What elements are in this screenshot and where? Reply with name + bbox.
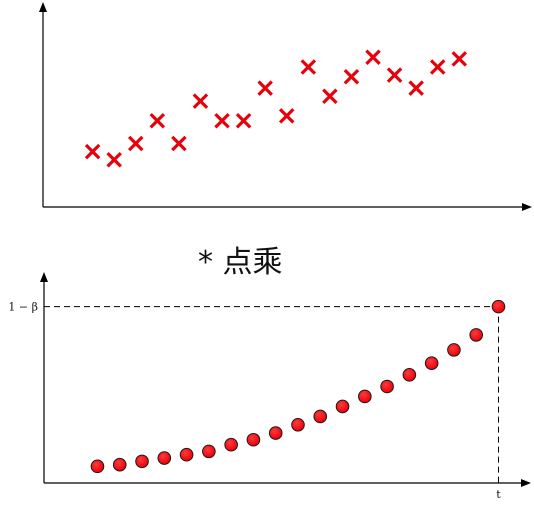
- data-point-circle: [246, 432, 261, 447]
- bottom-y-axis-arrow: [40, 272, 48, 282]
- operator-label: * 点乘: [198, 245, 283, 280]
- data-point-circle: [380, 379, 394, 394]
- bottom-chart: 1 − β t: [8, 272, 531, 501]
- bottom-points: [90, 299, 506, 474]
- data-point-x-marker: [171, 135, 187, 152]
- data-point-circle: [424, 356, 439, 370]
- data-point-circle: [179, 447, 194, 462]
- data-point-circle: [157, 451, 172, 465]
- data-point-circle: [291, 417, 305, 432]
- data-point-x-marker: [343, 68, 360, 85]
- data-point-circle: [313, 409, 328, 424]
- bottom-x-axis-arrow: [521, 479, 531, 487]
- data-point-x-marker: [408, 80, 424, 96]
- data-point-circle: [202, 444, 216, 459]
- x-tick-label: t: [496, 488, 501, 501]
- data-point-circle: [90, 459, 105, 474]
- data-point-circle: [224, 437, 238, 452]
- data-point-circle: [268, 426, 283, 440]
- data-point-x-marker: [149, 112, 166, 129]
- data-point-x-marker: [300, 59, 317, 75]
- y-tick-label: 1 − β: [8, 301, 38, 314]
- data-point-x-marker: [192, 93, 209, 109]
- data-point-x-marker: [257, 80, 273, 96]
- data-point-x-marker: [278, 108, 295, 124]
- data-point-circle: [469, 328, 484, 342]
- data-point-x-marker: [84, 143, 101, 160]
- data-point-x-marker: [235, 112, 252, 129]
- data-point-circle: [112, 457, 127, 472]
- data-point-x-marker: [451, 51, 468, 67]
- data-point-x-marker: [127, 135, 144, 152]
- data-point-circle: [135, 454, 149, 469]
- data-point-x-marker: [322, 88, 338, 105]
- data-point-x-marker: [214, 112, 230, 129]
- data-point-circle: [491, 299, 506, 314]
- top-chart: [39, 2, 532, 211]
- data-point-x-marker: [386, 67, 403, 83]
- top-y-axis-arrow: [39, 2, 47, 12]
- data-point-circle: [402, 368, 417, 382]
- data-point-x-marker: [365, 49, 381, 65]
- data-point-circle: [358, 389, 372, 404]
- data-point-circle: [447, 343, 461, 357]
- data-point-circle: [335, 399, 350, 414]
- data-point-x-marker: [429, 59, 446, 75]
- top-x-axis-arrow: [522, 203, 532, 211]
- top-points: [84, 49, 468, 168]
- data-point-x-marker: [106, 152, 122, 168]
